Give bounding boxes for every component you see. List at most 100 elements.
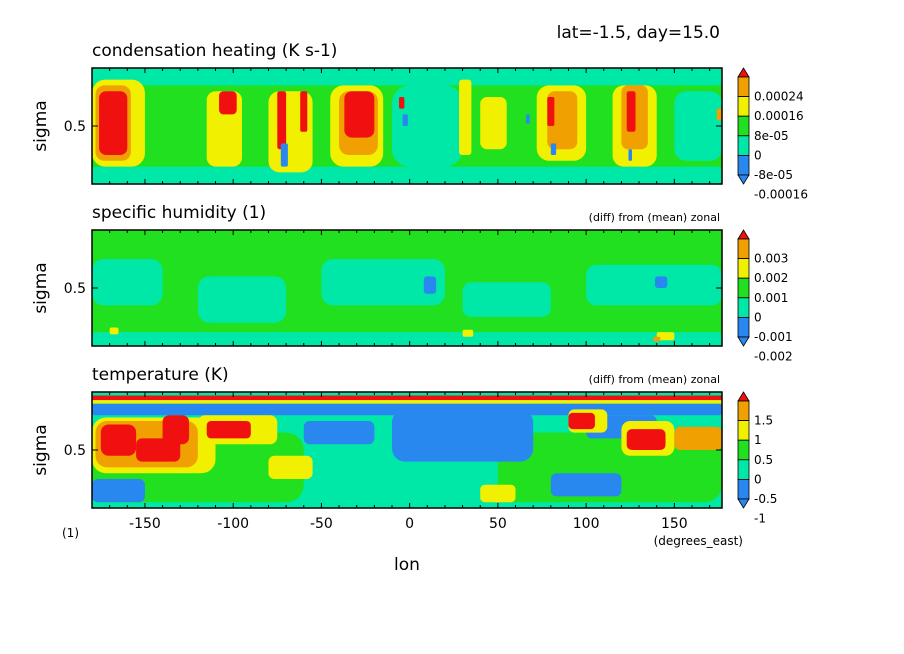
y-ticks: 0.5: [64, 443, 722, 459]
colorbar-label: 1.5: [754, 414, 773, 428]
panel-condensation-heating: condensation heating (K s-1) 0.5 sigma 0…: [31, 41, 808, 202]
contour-region-blue: [628, 149, 632, 161]
colorbar-max-triangle: [737, 391, 750, 402]
colorbar: 0.00024 0.00016 8e-05 0 -8e-05 -0.00016: [737, 67, 808, 202]
colorbar-label: -0.00016: [754, 188, 808, 202]
contour-region-red: [136, 438, 181, 462]
contour-region-blue: [526, 114, 530, 124]
heatmap-field: [92, 392, 722, 508]
colorbar-swatch: [737, 238, 750, 260]
panel-temperature: temperature (K) (diff) from (mean) zonal…: [31, 365, 777, 526]
contour-region-blue: [392, 409, 534, 462]
contour-region-cyan: [462, 282, 551, 317]
contour-region-blue: [550, 143, 557, 155]
contour-region-red: [92, 395, 722, 401]
x-units: (degrees_east): [654, 534, 743, 548]
contour-region-yellow: [109, 327, 119, 335]
colorbar-label: -0.001: [754, 330, 793, 344]
contour-region-yellow: [92, 400, 722, 404]
contour-region-red: [277, 91, 287, 150]
x-ticks: [91, 392, 711, 508]
colorbar-swatch: [737, 420, 750, 441]
contour-region-red: [219, 91, 237, 115]
contour-region-blue: [654, 276, 668, 288]
x-tick-label: 0: [405, 516, 414, 532]
colorbar-label: 0.00024: [754, 90, 804, 104]
colorbar-swatch: [737, 459, 750, 480]
colorbar-label: 0.002: [754, 271, 788, 285]
contour-region-red: [99, 91, 128, 155]
contour-region-cyan: [674, 91, 722, 161]
contour-region-red: [626, 429, 666, 450]
contour-region-red: [626, 91, 636, 132]
contour-region-orange: [716, 108, 722, 121]
colorbar-swatch: [737, 76, 750, 98]
colorbar-label: 0.001: [754, 291, 788, 305]
colorbar-swatch: [737, 277, 750, 299]
y-axis-label: sigma: [31, 100, 51, 151]
colorbar-label: 0: [754, 472, 762, 486]
panel-subtitle: (diff) from (mean) zonal: [589, 211, 720, 224]
y-ticks: 0.5: [64, 119, 722, 135]
colorbar-min-triangle: [737, 174, 750, 185]
contour-region-blue: [423, 276, 437, 294]
colorbar-label: 0.5: [754, 453, 773, 467]
contour-region-blue: [280, 143, 288, 167]
colorbar-label: -0.002: [754, 350, 793, 364]
contour-region-blue: [303, 421, 375, 445]
colorbar-label: -0.5: [754, 492, 777, 506]
y-tick-label: 0.5: [64, 443, 86, 459]
contour-region-orange: [547, 91, 578, 150]
contour-region-cyan: [92, 259, 163, 306]
x-tick-label: 100: [573, 516, 600, 532]
panel-title: temperature (K): [92, 365, 229, 385]
colorbar-label: 0.00016: [754, 109, 804, 123]
colorbar-swatch: [737, 297, 750, 318]
colorbar-min-triangle: [737, 336, 750, 347]
colorbar-swatch: [737, 400, 750, 422]
panel-subtitle: (diff) from (mean) zonal: [589, 373, 720, 386]
y-tick-label: 0.5: [64, 119, 86, 135]
contour-region-blue: [92, 479, 145, 503]
y-units: (1): [62, 526, 79, 540]
x-axis-label: lon: [394, 555, 420, 575]
contour-region-cyan: [392, 85, 463, 167]
colorbar-swatch: [737, 258, 750, 279]
colorbar-label: 0: [754, 148, 762, 162]
contour-region-cyan: [92, 332, 722, 346]
x-tick-label: 150: [661, 516, 688, 532]
colorbar: 0.003 0.002 0.001 0 -0.001 -0.002: [737, 229, 793, 364]
contour-region-yellow: [656, 332, 675, 341]
colorbar-swatch: [737, 135, 750, 156]
x-tick-label: -50: [310, 516, 333, 532]
contour-region-orange: [674, 426, 722, 450]
contour-region-red: [206, 421, 251, 439]
contour-region-orange: [653, 336, 661, 342]
colorbar-swatch: [737, 96, 750, 117]
x-tick-label: -100: [217, 516, 249, 532]
heatmap-field: [92, 230, 722, 346]
contour-region-blue: [402, 114, 408, 126]
colorbar-label: 8e-05: [754, 129, 789, 143]
x-tick-label: -150: [129, 516, 161, 532]
panel-title: specific humidity (1): [92, 203, 266, 223]
colorbar-swatch: [737, 439, 750, 461]
colorbar-swatch: [737, 115, 750, 137]
contour-region-cyan: [92, 166, 722, 184]
colorbar-label: 0.003: [754, 252, 788, 266]
colorbar-max-triangle: [737, 229, 750, 240]
colorbar-label: -1: [754, 512, 766, 526]
x-ticks: [91, 230, 711, 346]
panel-title: condensation heating (K s-1): [92, 41, 337, 61]
colorbar: 1.5 1 0.5 0 -0.5 -1: [737, 391, 777, 526]
y-axis-label: sigma: [31, 262, 51, 313]
contour-region-cyan: [92, 68, 722, 86]
contour-region-red: [162, 415, 190, 445]
panel-specific-humidity: specific humidity (1) (diff) from (mean)…: [31, 203, 793, 364]
contour-region-red: [344, 91, 375, 138]
contour-region-cyan: [586, 264, 722, 306]
contour-region-red: [399, 97, 405, 109]
heatmap-field: [92, 68, 722, 184]
contour-region-blue: [550, 473, 622, 497]
